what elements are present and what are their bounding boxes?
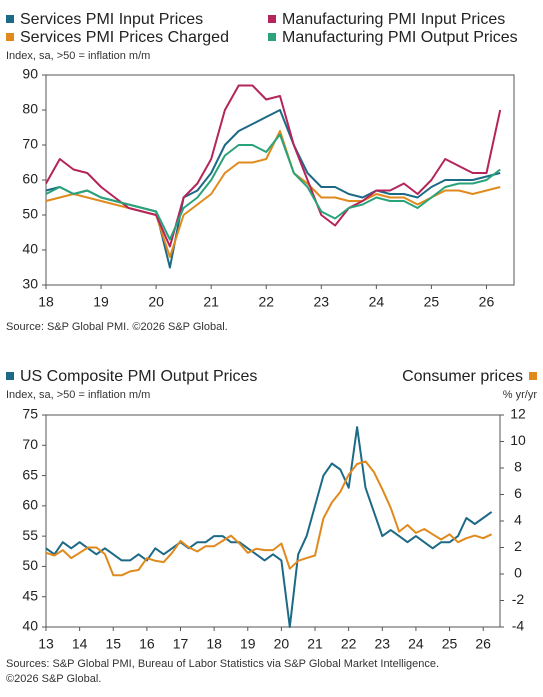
y-tick-label: 75 (22, 406, 38, 422)
x-tick-label: 26 (475, 636, 491, 652)
x-tick-label: 16 (139, 636, 155, 652)
legend-label: Manufacturing PMI Input Prices (282, 11, 505, 28)
legend-marker (268, 15, 276, 23)
x-tick-label: 22 (341, 636, 357, 652)
series-line (45, 130, 501, 258)
y-tick-label: 80 (22, 101, 38, 117)
x-tick-label: 21 (203, 294, 219, 310)
y-axis-label: Index, sa, >50 = inflation m/m (6, 389, 150, 401)
legend-label: Consumer prices (402, 368, 523, 385)
x-tick-label: 18 (206, 636, 222, 652)
x-tick-label: 20 (274, 636, 290, 652)
y2-tick-label: 4 (514, 512, 522, 528)
y-tick-label: 70 (22, 136, 38, 152)
y-tick-label: 30 (22, 276, 38, 292)
y-tick-label: 60 (22, 497, 38, 513)
x-tick-label: 23 (314, 294, 330, 310)
y-tick-label: 60 (22, 171, 38, 187)
y-tick-label: 70 (22, 436, 38, 452)
series-line (45, 426, 493, 628)
y2-tick-label: 10 (510, 432, 526, 448)
source: ©2026 S&P Global. (6, 673, 101, 685)
x-tick-label: 17 (173, 636, 189, 652)
source: Sources: S&P Global PMI, Bureau of Labor… (6, 658, 439, 670)
x-tick-label: 21 (307, 636, 323, 652)
y-tick-label: 65 (22, 466, 38, 482)
legend-label: US Composite PMI Output Prices (20, 368, 257, 385)
legend-marker (529, 372, 537, 380)
y-tick-label: 50 (22, 557, 38, 573)
source: Source: S&P Global PMI. ©2026 S&P Global… (6, 321, 228, 333)
legend-label: Services PMI Prices Charged (20, 29, 229, 46)
plot-frame (45, 414, 501, 628)
x-tick-label: 25 (424, 294, 440, 310)
x-tick-label: 18 (38, 294, 54, 310)
legend-label: Services PMI Input Prices (20, 11, 203, 28)
series-line (45, 109, 501, 269)
y2-tick-label: 0 (514, 565, 522, 581)
x-tick-label: 19 (93, 294, 109, 310)
y2-tick-label: -2 (512, 591, 525, 607)
x-tick-label: 15 (105, 636, 121, 652)
subtitle: Index, sa, >50 = inflation m/m (6, 50, 150, 62)
x-tick-label: 13 (38, 636, 54, 652)
y-tick-label: 55 (22, 527, 38, 543)
y2-tick-label: 12 (510, 406, 526, 422)
y2-axis-label: % yr/yr (503, 389, 538, 401)
y-tick-label: 90 (22, 66, 38, 82)
y-tick-label: 40 (22, 241, 38, 257)
y-tick-label: 50 (22, 206, 38, 222)
x-tick-label: 24 (369, 294, 385, 310)
series-line (45, 133, 501, 241)
y2-tick-label: 6 (514, 485, 522, 501)
x-tick-label: 22 (258, 294, 274, 310)
legend-marker (6, 15, 14, 23)
x-tick-label: 26 (479, 294, 495, 310)
legend-marker (6, 372, 14, 380)
series-line (45, 460, 493, 577)
legend-marker (268, 33, 276, 41)
x-tick-label: 25 (442, 636, 458, 652)
x-tick-label: 20 (148, 294, 164, 310)
x-tick-label: 24 (408, 636, 424, 652)
x-tick-label: 23 (375, 636, 391, 652)
legend-marker (6, 33, 14, 41)
x-tick-label: 19 (240, 636, 256, 652)
x-tick-label: 14 (72, 636, 88, 652)
y2-tick-label: 8 (514, 459, 522, 475)
y-tick-label: 40 (22, 618, 38, 634)
y-tick-label: 45 (22, 587, 38, 603)
series-line (45, 84, 502, 248)
legend-label: Manufacturing PMI Output Prices (282, 29, 518, 46)
y2-tick-label: 2 (514, 538, 522, 554)
y2-tick-label: -4 (512, 618, 525, 634)
